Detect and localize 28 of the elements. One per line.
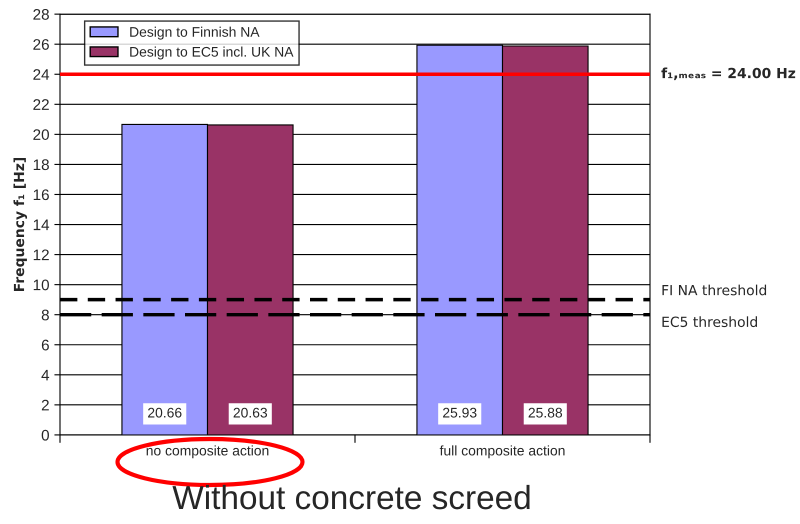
x-tick-label: no composite action xyxy=(146,445,268,458)
y-tick-label: 10 xyxy=(34,280,49,290)
data-label: 20.63 xyxy=(234,408,268,418)
y-tick-label: 8 xyxy=(42,310,49,320)
y-tick-label: 6 xyxy=(42,340,49,350)
y-tick-label: 22 xyxy=(33,99,49,110)
text: Without concrete screed xyxy=(172,484,530,510)
y-tick-label: 28 xyxy=(33,9,49,20)
data-label: 20.66 xyxy=(148,408,182,418)
ref-line-label: f₁,ₘₑₐₛ = 24.00 Hz xyxy=(661,68,796,80)
ref-line-label: FI NA threshold xyxy=(662,284,766,296)
y-tick-label: 14 xyxy=(34,220,50,230)
x-tick-label: full composite action xyxy=(440,445,565,458)
y-tick-label: 4 xyxy=(41,370,50,380)
legend-label: Design to EC5 incl. UK NA xyxy=(130,46,294,60)
ref-line-label: EC5 threshold xyxy=(662,316,757,328)
data-label: 25.88 xyxy=(528,408,562,418)
y-axis-title: Frequency f₁ [Hz] xyxy=(13,158,28,292)
y-tick-label: 20 xyxy=(33,129,49,140)
y-tick-label: 18 xyxy=(34,159,49,170)
y-tick-label: 0 xyxy=(42,430,49,441)
y-tick-label: 12 xyxy=(34,249,49,260)
y-tick-label: 24 xyxy=(33,69,50,80)
y-tick-label: 16 xyxy=(34,189,49,200)
legend-label: Design to Finnish NA xyxy=(130,26,260,40)
y-tick-label: 26 xyxy=(33,39,49,50)
y-tick-label: 2 xyxy=(42,400,49,410)
data-label: 25.93 xyxy=(443,408,476,418)
